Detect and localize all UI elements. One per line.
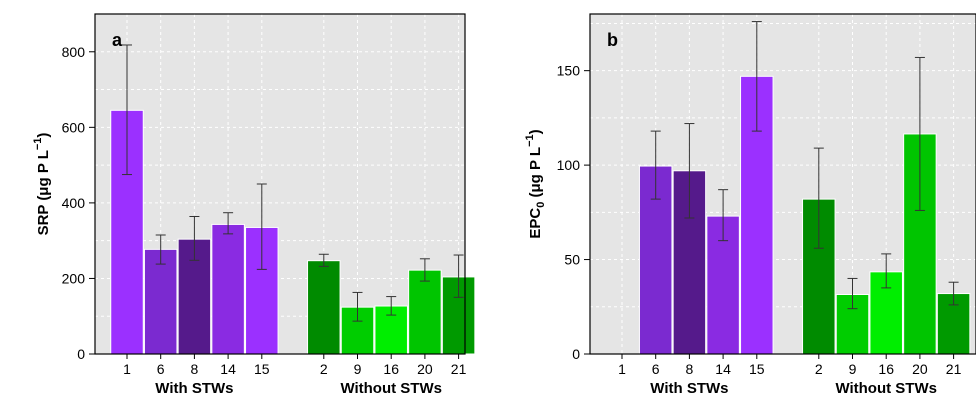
y-tick-label: 800 <box>62 44 86 60</box>
x-tick-label-6: 6 <box>157 361 165 377</box>
y-tick-label: 0 <box>77 346 85 362</box>
x-tick-label-15: 15 <box>749 361 765 377</box>
x-tick-label-21: 21 <box>451 361 467 377</box>
bar-6 <box>143 248 178 355</box>
panel-label: b <box>607 30 618 50</box>
bar-14 <box>211 223 245 355</box>
y-axis-label: SRP (μg P L−1) <box>32 133 52 236</box>
y-tick-label: 200 <box>62 270 86 286</box>
x-tick-label-1: 1 <box>123 361 131 377</box>
x-tick-label-20: 20 <box>912 361 928 377</box>
y-tick-label: 400 <box>62 195 86 211</box>
y-label-unit: (μg P L <box>527 147 544 202</box>
bar-20 <box>408 269 442 355</box>
y-tick-label: 50 <box>564 252 580 268</box>
group-label: Without STWs <box>835 380 937 397</box>
group-label: Without STWs <box>340 380 442 397</box>
x-tick-label-2: 2 <box>815 361 823 377</box>
x-tick-label-9: 9 <box>849 361 857 377</box>
y-tick-label: 100 <box>557 157 581 173</box>
group-label: With STWs <box>650 380 728 397</box>
x-tick-label-2: 2 <box>320 361 328 377</box>
x-tick-label-15: 15 <box>254 361 270 377</box>
y-label-subscript: 0 <box>535 202 547 208</box>
x-tick-label-8: 8 <box>191 361 199 377</box>
y-label-unit: μg P L <box>35 150 52 196</box>
x-tick-label-9: 9 <box>354 361 362 377</box>
x-tick-label-21: 21 <box>946 361 962 377</box>
x-tick-label-1: 1 <box>618 361 626 377</box>
bar-2 <box>307 260 341 355</box>
bar-9 <box>340 306 375 355</box>
y-label-main: EPC <box>527 208 544 239</box>
x-tick-label-6: 6 <box>652 361 660 377</box>
x-tick-label-16: 16 <box>878 361 894 377</box>
y-label-exponent: −1 <box>32 138 44 151</box>
group-label: With STWs <box>155 380 233 397</box>
x-tick-label-14: 14 <box>715 361 731 377</box>
y-label-main: SRP ( <box>35 196 52 236</box>
y-tick-label: 600 <box>62 119 86 135</box>
x-tick-label-8: 8 <box>686 361 694 377</box>
y-tick-label: 0 <box>572 346 580 362</box>
panel-label: a <box>112 30 123 50</box>
y-label-close: ) <box>527 129 544 134</box>
plot-frame <box>94 13 466 355</box>
x-tick-label-16: 16 <box>383 361 399 377</box>
y-tick-label: 150 <box>557 63 581 79</box>
x-tick-label-14: 14 <box>220 361 236 377</box>
x-tick-label-20: 20 <box>417 361 433 377</box>
y-label-exponent: −1 <box>524 134 536 147</box>
y-label-close: ) <box>35 133 52 138</box>
plot-frame <box>589 13 976 355</box>
y-axis-label: EPC0 (μg P L−1) <box>524 129 547 238</box>
